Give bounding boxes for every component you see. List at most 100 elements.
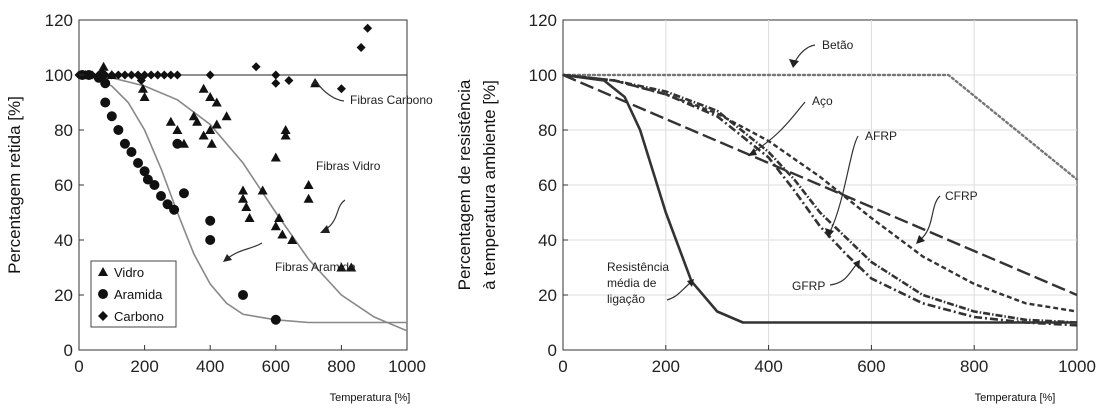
left-ytick-label-40: 40 xyxy=(54,231,73,250)
arrow-aramida xyxy=(227,242,263,259)
left-x-axis-label: Temperatura [%] xyxy=(330,392,411,404)
right-xtick-label-600: 600 xyxy=(857,357,885,376)
point-aramida-5 xyxy=(100,97,111,108)
point-vidro-6 xyxy=(172,125,183,134)
point-aramida-19 xyxy=(205,215,216,226)
left-xtick-label-1000: 1000 xyxy=(388,357,426,376)
legend-triangle-icon xyxy=(98,267,108,276)
point-vidro-33 xyxy=(336,262,347,272)
point-carbono-4 xyxy=(100,70,110,80)
arrow-vidro xyxy=(324,199,346,231)
point-aramida-18 xyxy=(178,188,189,199)
arrow-head-resistencia xyxy=(687,279,694,287)
right-x-axis-label: Temperatura [%] xyxy=(975,392,1056,404)
point-aramida-4 xyxy=(100,78,111,89)
right-chart: 0 200 400 600 800 1000 0 20 40 60 80 100 120 Percent… xyxy=(455,11,1096,404)
point-carbono-2 xyxy=(87,70,97,80)
point-aramida-12 xyxy=(142,174,153,185)
right-ytick-label-120: 120 xyxy=(529,11,557,30)
point-vidro-25 xyxy=(274,213,285,222)
left-xtick-label-0: 0 xyxy=(74,357,83,376)
right-y-axis-label-line1: Percentagem de resistência xyxy=(455,79,474,290)
point-vidro-3 xyxy=(137,83,148,93)
left-xtick-label-800: 800 xyxy=(327,357,355,376)
annotation-cfrp: CFRP xyxy=(945,189,978,203)
arrow-resistencia xyxy=(666,282,691,301)
annotation-aco: Aço xyxy=(812,94,833,108)
point-vidro-28 xyxy=(280,125,291,134)
point-vidro-17 xyxy=(221,111,232,121)
point-vidro-31 xyxy=(303,193,314,203)
left-y-axis-label: Percentagem retida [%] xyxy=(5,96,24,274)
point-vidro-10 xyxy=(198,83,209,93)
left-ytick-label-20: 20 xyxy=(54,286,73,305)
arrow-head-aramida xyxy=(223,254,232,262)
point-carbono-16 xyxy=(172,70,182,80)
point-carbono-6 xyxy=(113,70,123,80)
arrow-betao xyxy=(794,44,816,63)
point-aramida-22 xyxy=(270,314,281,325)
series-line-gfrp xyxy=(562,73,1078,327)
point-carbono-1 xyxy=(81,70,91,80)
point-vidro-1 xyxy=(98,61,109,71)
point-vidro-34 xyxy=(346,262,357,272)
point-vidro-24 xyxy=(270,221,281,231)
annotation-fibras-vidro: Fibras Vidro xyxy=(316,159,381,173)
arrow-head-afrp xyxy=(825,228,834,238)
point-carbono-7 xyxy=(120,70,130,80)
point-aramida-6 xyxy=(106,111,117,122)
point-vidro-11 xyxy=(198,130,209,140)
point-carbono-12 xyxy=(146,70,156,80)
point-carbono-13 xyxy=(153,70,163,80)
left-ytick-label-60: 60 xyxy=(54,176,73,195)
point-vidro-29 xyxy=(287,235,298,244)
legend-label-aramida: Aramida xyxy=(114,287,163,302)
point-carbono-18 xyxy=(251,62,261,72)
legend-circle-icon xyxy=(98,289,108,299)
point-aramida-8 xyxy=(119,138,130,149)
right-ytick-label-60: 60 xyxy=(538,176,557,195)
legend-diamond-icon xyxy=(98,311,108,321)
left-ytick-label-80: 80 xyxy=(54,121,73,140)
right-ytick-label-20: 20 xyxy=(538,286,557,305)
series-line-cfrp xyxy=(562,73,1078,297)
arrow-afrp xyxy=(829,135,859,233)
point-carbono-8 xyxy=(126,70,136,80)
point-vidro-12 xyxy=(205,92,216,101)
annotation-fibras-aramida: Fibras Aramida xyxy=(275,260,356,274)
series-line-resistencia-media-de-ligacao xyxy=(562,73,1077,324)
point-vidro-15 xyxy=(211,119,222,129)
left-tick-labels: 0 200 400 600 800 1000 0 20 40 60 80 100 120 xyxy=(45,11,426,376)
arrow-gfrp xyxy=(829,264,857,286)
arrow-head-carbono xyxy=(311,78,319,85)
left-ytick-label-100: 100 xyxy=(45,66,73,85)
point-aramida-10 xyxy=(133,158,144,168)
right-y-axis-label-line2: à temperatura ambiente [%] xyxy=(480,80,499,290)
arrow-aco xyxy=(751,101,806,154)
right-tick-labels: 0 200 400 600 800 1000 0 20 40 60 80 100 120 xyxy=(529,11,1096,376)
right-xtick-label-1000: 1000 xyxy=(1058,357,1096,376)
point-aramida-17 xyxy=(172,138,183,149)
point-carbono-24 xyxy=(363,23,373,33)
series-line-betao xyxy=(561,73,1079,181)
point-vidro-18 xyxy=(238,185,248,195)
point-vidro-20 xyxy=(241,202,252,211)
right-xtick-label-400: 400 xyxy=(754,357,782,376)
point-carbono-20 xyxy=(271,78,281,88)
annotation-resistencia-line3: ligação xyxy=(607,292,645,306)
right-ytick-label-40: 40 xyxy=(538,231,557,250)
point-carbono-14 xyxy=(159,70,169,80)
right-ytick-label-100: 100 xyxy=(529,66,557,85)
point-aramida-20 xyxy=(205,235,216,245)
point-carbono-5 xyxy=(107,70,117,80)
fit-curve-fibras-aramida xyxy=(78,74,407,324)
point-carbono-3 xyxy=(94,70,104,80)
annotation-afrp: AFRP xyxy=(865,129,897,143)
point-vidro-26 xyxy=(277,229,288,239)
point-vidro-21 xyxy=(244,213,255,222)
right-xtick-label-800: 800 xyxy=(960,357,988,376)
annotation-resistencia-line2: média de xyxy=(607,276,657,290)
left-ytick-label-120: 120 xyxy=(45,11,73,30)
annotation-gfrp: GFRP xyxy=(792,279,825,293)
legend-label-carbono: Carbono xyxy=(114,309,164,324)
